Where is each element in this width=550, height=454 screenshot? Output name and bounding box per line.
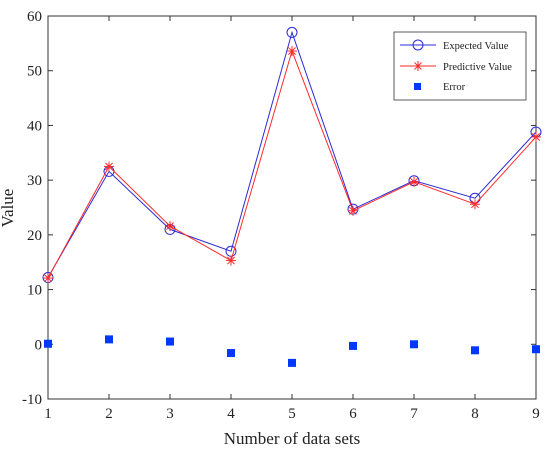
- point-predictive: [104, 161, 114, 172]
- legend-marker-predictive: [413, 61, 423, 71]
- point-error: [410, 340, 418, 349]
- x-tick-label: 9: [532, 406, 540, 422]
- legend-label-predictive: Predictive Value: [443, 62, 512, 73]
- point-expected: [286, 26, 298, 38]
- x-tick-label: 8: [471, 406, 479, 422]
- point-predictive: [531, 131, 541, 142]
- point-predictive: [287, 46, 297, 57]
- legend-item-predictive: Predictive Value: [400, 61, 512, 73]
- legend-label-error: Error: [443, 82, 466, 93]
- x-tick-label: 4: [227, 406, 235, 422]
- x-tick-label: 5: [288, 406, 296, 422]
- y-tick-label: -10: [22, 392, 42, 408]
- x-tick-label: 6: [349, 406, 357, 422]
- series-layer: [42, 26, 542, 367]
- point-error: [349, 341, 357, 350]
- x-tick-label: 2: [105, 406, 113, 422]
- y-tick-label: 50: [27, 64, 42, 80]
- x-axis-title: Number of data sets: [224, 429, 360, 448]
- star-stroke: [105, 162, 113, 171]
- legend-item-error: Error: [414, 82, 466, 93]
- star-stroke: [532, 132, 540, 141]
- star-stroke: [471, 200, 479, 209]
- star-stroke: [227, 256, 235, 265]
- y-axis-title: Value: [0, 189, 17, 228]
- axis-ticks: 1 2 3 4 5 6 7 8 9 -10 0 10 20 30 40 50 60: [22, 9, 540, 422]
- point-predictive: [409, 176, 419, 187]
- point-error: [227, 349, 235, 358]
- point-error: [44, 339, 52, 348]
- legend: Expected Value Predictive Value Error: [393, 31, 527, 101]
- point-error: [532, 345, 540, 354]
- legend-label-expected: Expected Value: [443, 41, 509, 52]
- point-predictive: [470, 199, 480, 210]
- y-tick-label: 10: [27, 283, 42, 299]
- point-predictive: [43, 273, 53, 284]
- y-tick-label: 30: [27, 173, 42, 189]
- point-predictive: [348, 205, 358, 216]
- star-stroke: [166, 222, 174, 231]
- point-error: [166, 337, 174, 346]
- point-error: [471, 346, 479, 355]
- point-predictive: [226, 255, 236, 266]
- legend-item-expected: Expected Value: [400, 39, 509, 52]
- series-line-expected: [47, 30, 537, 278]
- y-tick-label: 20: [27, 228, 42, 244]
- x-tick-label: 1: [44, 406, 52, 422]
- star-stroke: [349, 206, 357, 215]
- y-tick-label: 40: [27, 118, 42, 134]
- x-tick-label: 7: [410, 406, 418, 422]
- x-tick-label: 3: [166, 406, 174, 422]
- legend-marker-expected: [412, 39, 424, 51]
- y-tick-label: 0: [35, 337, 43, 353]
- point-error: [288, 358, 296, 367]
- star-stroke: [410, 177, 418, 186]
- y-tick-label: 60: [27, 9, 42, 25]
- point-predictive: [165, 221, 175, 232]
- legend-marker-error: [414, 83, 421, 90]
- star-stroke: [288, 47, 296, 55]
- point-error: [105, 335, 113, 344]
- star-stroke: [44, 274, 52, 283]
